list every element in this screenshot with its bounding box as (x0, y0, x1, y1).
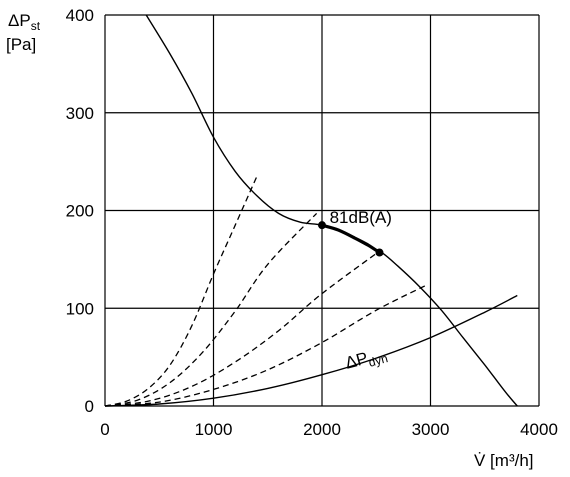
system-curve-line-1 (104, 176, 258, 407)
curves (104, 14, 518, 407)
dynamic-pressure-line (104, 294, 518, 407)
y-axis-title-line1: ΔPst (8, 11, 41, 33)
y-axis-title-line2: [Pa] (6, 35, 36, 54)
system-curve-line-2 (104, 212, 318, 407)
annotation-noise-level: 81dB(A) (330, 208, 392, 227)
y-axis-title-main: ΔP (8, 11, 31, 30)
y-tick-label: 100 (66, 299, 94, 318)
y-tick-label: 300 (66, 104, 94, 123)
x-tick-label: 3000 (412, 420, 450, 439)
x-tick-label: 1000 (195, 420, 233, 439)
system-curve-line-3 (104, 249, 383, 407)
y-tick-label: 400 (66, 6, 94, 25)
markers (318, 221, 384, 257)
x-axis-title: V̇ [m³/h] (474, 451, 534, 470)
annotation-dynamic-pressure-subscript: dyn (367, 351, 389, 370)
operating-range-line (320, 223, 382, 255)
x-tick-label: 4000 (520, 420, 558, 439)
operating-point-marker-2 (375, 248, 384, 257)
system-curve-line-4 (104, 285, 426, 407)
x-tick-label: 0 (100, 420, 109, 439)
grid (104, 14, 540, 407)
y-axis-title-subscript: st (31, 19, 41, 33)
annotation-dynamic-pressure-main: ΔP (343, 348, 370, 372)
tick-labels: 0 1000 2000 3000 4000 0 100 200 300 400 (66, 6, 558, 439)
operating-point-marker-1 (318, 221, 326, 230)
annotation-dynamic-pressure: ΔPdyn (343, 343, 389, 375)
y-tick-label: 200 (66, 202, 94, 221)
x-tick-label: 2000 (303, 420, 341, 439)
y-tick-label: 0 (85, 397, 94, 416)
